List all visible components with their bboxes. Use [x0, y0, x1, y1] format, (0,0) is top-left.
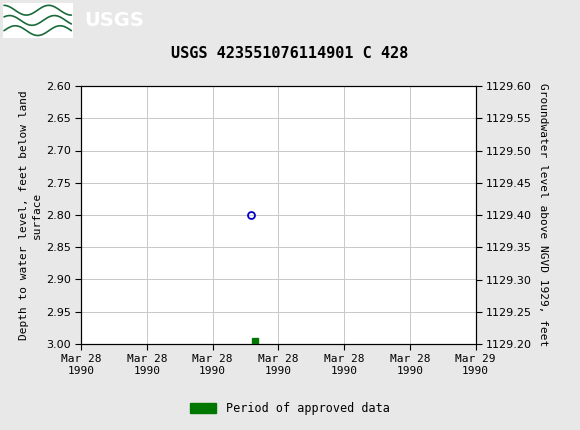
Text: USGS: USGS [84, 11, 144, 30]
Y-axis label: Groundwater level above NGVD 1929, feet: Groundwater level above NGVD 1929, feet [538, 83, 548, 347]
Legend: Period of approved data: Period of approved data [186, 397, 394, 420]
FancyBboxPatch shape [3, 3, 72, 37]
Text: USGS 423551076114901 C 428: USGS 423551076114901 C 428 [171, 46, 409, 61]
Y-axis label: Depth to water level, feet below land
surface: Depth to water level, feet below land su… [19, 90, 42, 340]
